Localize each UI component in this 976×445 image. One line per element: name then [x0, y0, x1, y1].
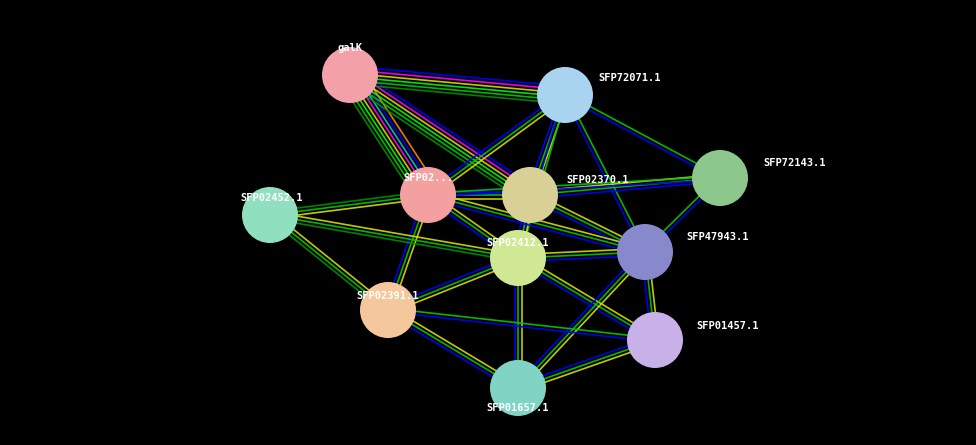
Text: SFP01457.1: SFP01457.1 — [697, 321, 759, 331]
Text: SFP02412.1: SFP02412.1 — [487, 238, 549, 248]
Text: SFP72143.1: SFP72143.1 — [764, 158, 827, 168]
Text: SFP02370.1: SFP02370.1 — [567, 175, 630, 185]
Text: SFP02391.1: SFP02391.1 — [357, 291, 420, 301]
Text: galK: galK — [338, 43, 362, 53]
Text: SFP47943.1: SFP47943.1 — [687, 232, 750, 242]
Ellipse shape — [400, 167, 456, 223]
Ellipse shape — [692, 150, 748, 206]
Ellipse shape — [617, 224, 673, 280]
Ellipse shape — [537, 67, 593, 123]
Ellipse shape — [502, 167, 558, 223]
Text: SFP02...: SFP02... — [403, 173, 453, 183]
Text: SFP01657.1: SFP01657.1 — [487, 403, 549, 413]
Ellipse shape — [360, 282, 416, 338]
Text: SFP72071.1: SFP72071.1 — [598, 73, 662, 83]
Ellipse shape — [242, 187, 298, 243]
Ellipse shape — [490, 360, 546, 416]
Ellipse shape — [627, 312, 683, 368]
Text: SFP02452.1: SFP02452.1 — [241, 193, 304, 203]
Ellipse shape — [322, 47, 378, 103]
Ellipse shape — [490, 230, 546, 286]
